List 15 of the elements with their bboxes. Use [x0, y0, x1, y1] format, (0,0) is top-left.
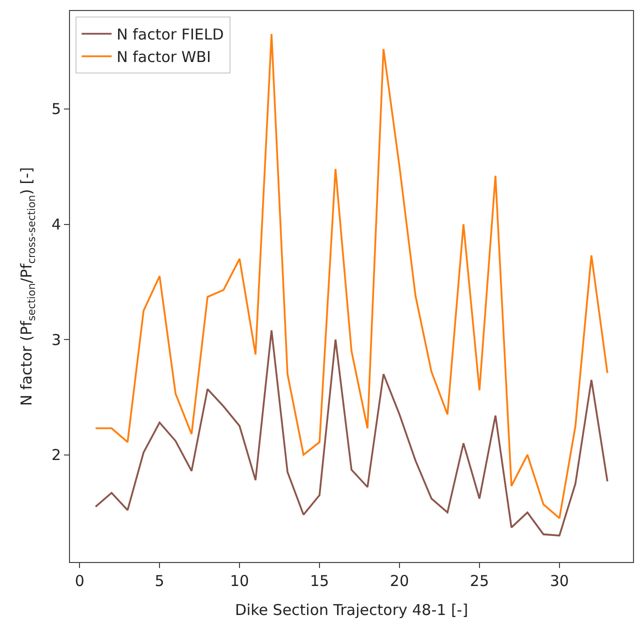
y-tick-label: 4 [51, 216, 61, 234]
x-tick-label: 5 [154, 572, 164, 590]
y-tick-label: 3 [51, 330, 61, 349]
line-series [94, 329, 608, 536]
x-tick-label: 25 [470, 572, 489, 590]
y-tick-label: 5 [51, 100, 61, 118]
x-tick-label: 30 [550, 572, 569, 590]
y-tick-label: 2 [51, 446, 61, 464]
x-tick-label: 0 [74, 572, 84, 590]
x-tick-label: 10 [230, 572, 250, 590]
x-axis-title: Dike Section Trajectory 48-1 [-] [234, 601, 468, 619]
legend-label: N factor WBI [116, 48, 211, 66]
x-tick-label: 20 [390, 572, 410, 590]
legend-label: N factor FIELD [116, 26, 224, 44]
x-tick-label: 15 [310, 572, 330, 590]
